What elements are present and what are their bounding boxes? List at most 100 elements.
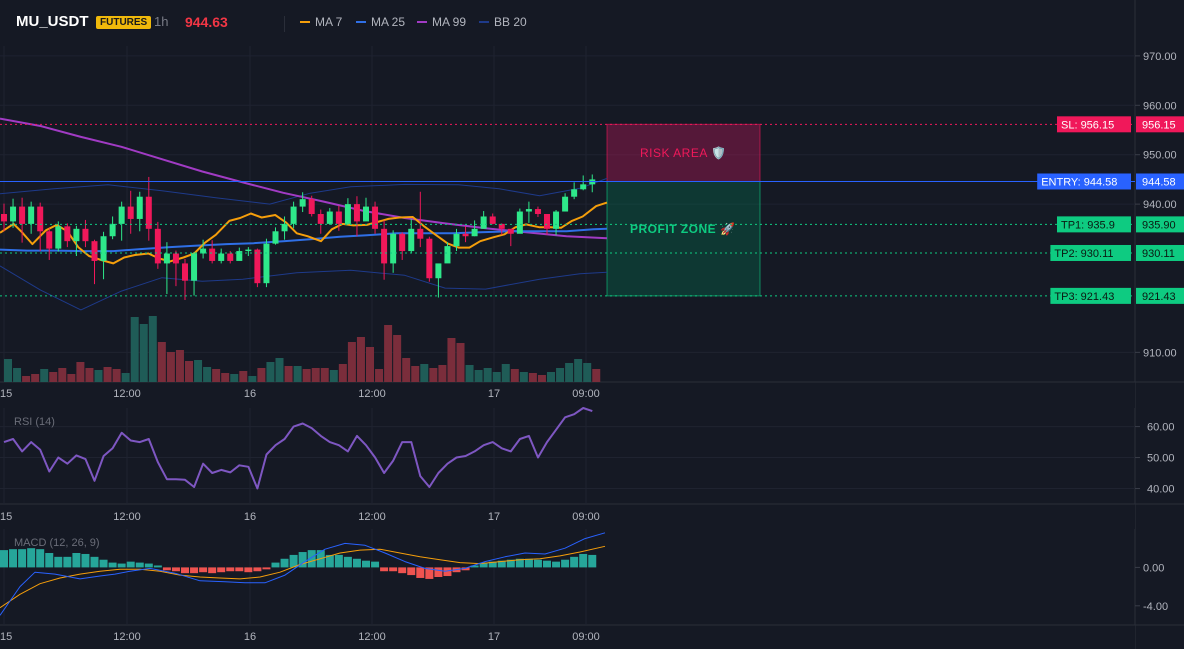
legend-swatch (417, 21, 427, 23)
volume-bar (320, 368, 329, 382)
macd-histogram-bar (461, 567, 470, 571)
candle-body (399, 233, 406, 252)
candle-body (209, 248, 216, 261)
macd-histogram-bar (443, 567, 452, 577)
volume-bar (212, 369, 221, 382)
candle-body (200, 248, 207, 254)
candle-body (73, 228, 80, 242)
volume-bar (411, 366, 420, 382)
candle-body (191, 253, 198, 281)
volume-bar (393, 335, 402, 382)
candle-body (46, 231, 53, 249)
macd-histogram-bar (307, 550, 316, 568)
volume-bar (465, 365, 474, 382)
macd-histogram-bar (298, 552, 307, 568)
macd-histogram-bar (425, 567, 434, 579)
price-axis-label: 950.00 (1143, 150, 1177, 162)
macd-histogram-bar (36, 549, 45, 568)
candle-body (10, 206, 17, 222)
futures-badge: FUTURES (96, 16, 152, 29)
candle-body (435, 263, 442, 279)
macd-histogram-bar (190, 567, 199, 574)
candle-body (462, 233, 469, 237)
level-label: TP1: 935.9 (1061, 219, 1115, 231)
volume-bar (121, 373, 130, 382)
macd-histogram-bar (470, 565, 479, 568)
time-axis-label: 12:00 (113, 511, 141, 523)
macd-histogram-bar (81, 553, 90, 568)
candle-body (245, 249, 252, 252)
macd-histogram-bar (588, 554, 597, 568)
risk-area-zone (606, 123, 761, 182)
legend-item[interactable]: MA 25 (356, 15, 405, 29)
time-axis-label: 12:00 (358, 631, 386, 643)
macd-histogram-bar (325, 554, 334, 568)
candle-body (100, 236, 107, 261)
volume-bar (139, 324, 148, 382)
macd-histogram-bar (416, 567, 425, 578)
macd-histogram-bar (45, 553, 54, 568)
time-axis-label: 17 (488, 388, 500, 400)
macd-histogram-bar (289, 554, 298, 568)
macd-histogram-bar (9, 549, 18, 568)
volume-bar (239, 371, 248, 382)
candle-body (118, 206, 125, 224)
time-axis-label: 17 (488, 511, 500, 523)
candle-body (272, 231, 279, 244)
macd-histogram-bar (262, 567, 271, 570)
symbol-name[interactable]: MU_USDT (16, 13, 89, 30)
macd-histogram-bar (162, 567, 171, 571)
macd-histogram-bar (208, 567, 217, 574)
bollinger-upper-line (0, 177, 608, 205)
timeframe-label[interactable]: 1h (154, 14, 169, 29)
profit-zone (606, 180, 761, 297)
volume-bar (293, 366, 302, 382)
macd-histogram-bar (380, 567, 389, 572)
candle-body (1, 214, 7, 222)
macd-histogram-bar (271, 562, 280, 568)
candle-body (562, 196, 569, 212)
candle-body (299, 199, 306, 207)
candle-body (426, 238, 433, 279)
macd-histogram-bar (181, 567, 189, 574)
candle-body (544, 214, 550, 229)
candle-body (534, 209, 541, 214)
candle-body (444, 246, 451, 264)
time-axis-label: 12:00 (113, 631, 141, 643)
legend-item[interactable]: MA 7 (300, 15, 342, 29)
candle-body (498, 223, 505, 229)
volume-bar (474, 370, 483, 382)
volume-bar (266, 362, 275, 382)
macd-histogram-bar (0, 550, 8, 568)
legend-label: MA 7 (315, 15, 343, 29)
candle-body (127, 206, 134, 219)
legend-item[interactable]: MA 99 (417, 15, 466, 29)
macd-histogram-bar (570, 556, 579, 568)
macd-histogram-bar (488, 561, 497, 568)
candle-body (136, 196, 143, 219)
time-axis-label: 12:00 (358, 511, 386, 523)
time-axis-label: 12:00 (358, 388, 386, 400)
volume-bar (275, 358, 284, 382)
volume-bar (537, 375, 546, 382)
level-label: ENTRY: 944.58 (1041, 176, 1117, 188)
volume-bar (510, 369, 519, 382)
macd-histogram-bar (515, 558, 524, 568)
macd-histogram-bar (135, 562, 144, 568)
risk-area-label: RISK AREA 🛡️ (640, 146, 726, 160)
volume-bar (40, 369, 49, 382)
time-axis-strip (0, 382, 1135, 408)
time-axis-label: 09:00 (572, 511, 600, 523)
level-axis-label: 921.43 (1142, 291, 1176, 303)
volume-bar (438, 365, 447, 382)
macd-histogram-bar (226, 567, 235, 572)
level-label: TP2: 930.11 (1054, 248, 1113, 260)
macd-histogram-bar (153, 565, 162, 568)
volume-bar (429, 368, 438, 382)
macd-histogram-bar (117, 563, 126, 568)
volume-bar (22, 376, 31, 382)
legend-item[interactable]: BB 20 (479, 15, 527, 29)
rsi-axis-label: 40.00 (1147, 484, 1175, 496)
rsi-line (3, 407, 593, 490)
